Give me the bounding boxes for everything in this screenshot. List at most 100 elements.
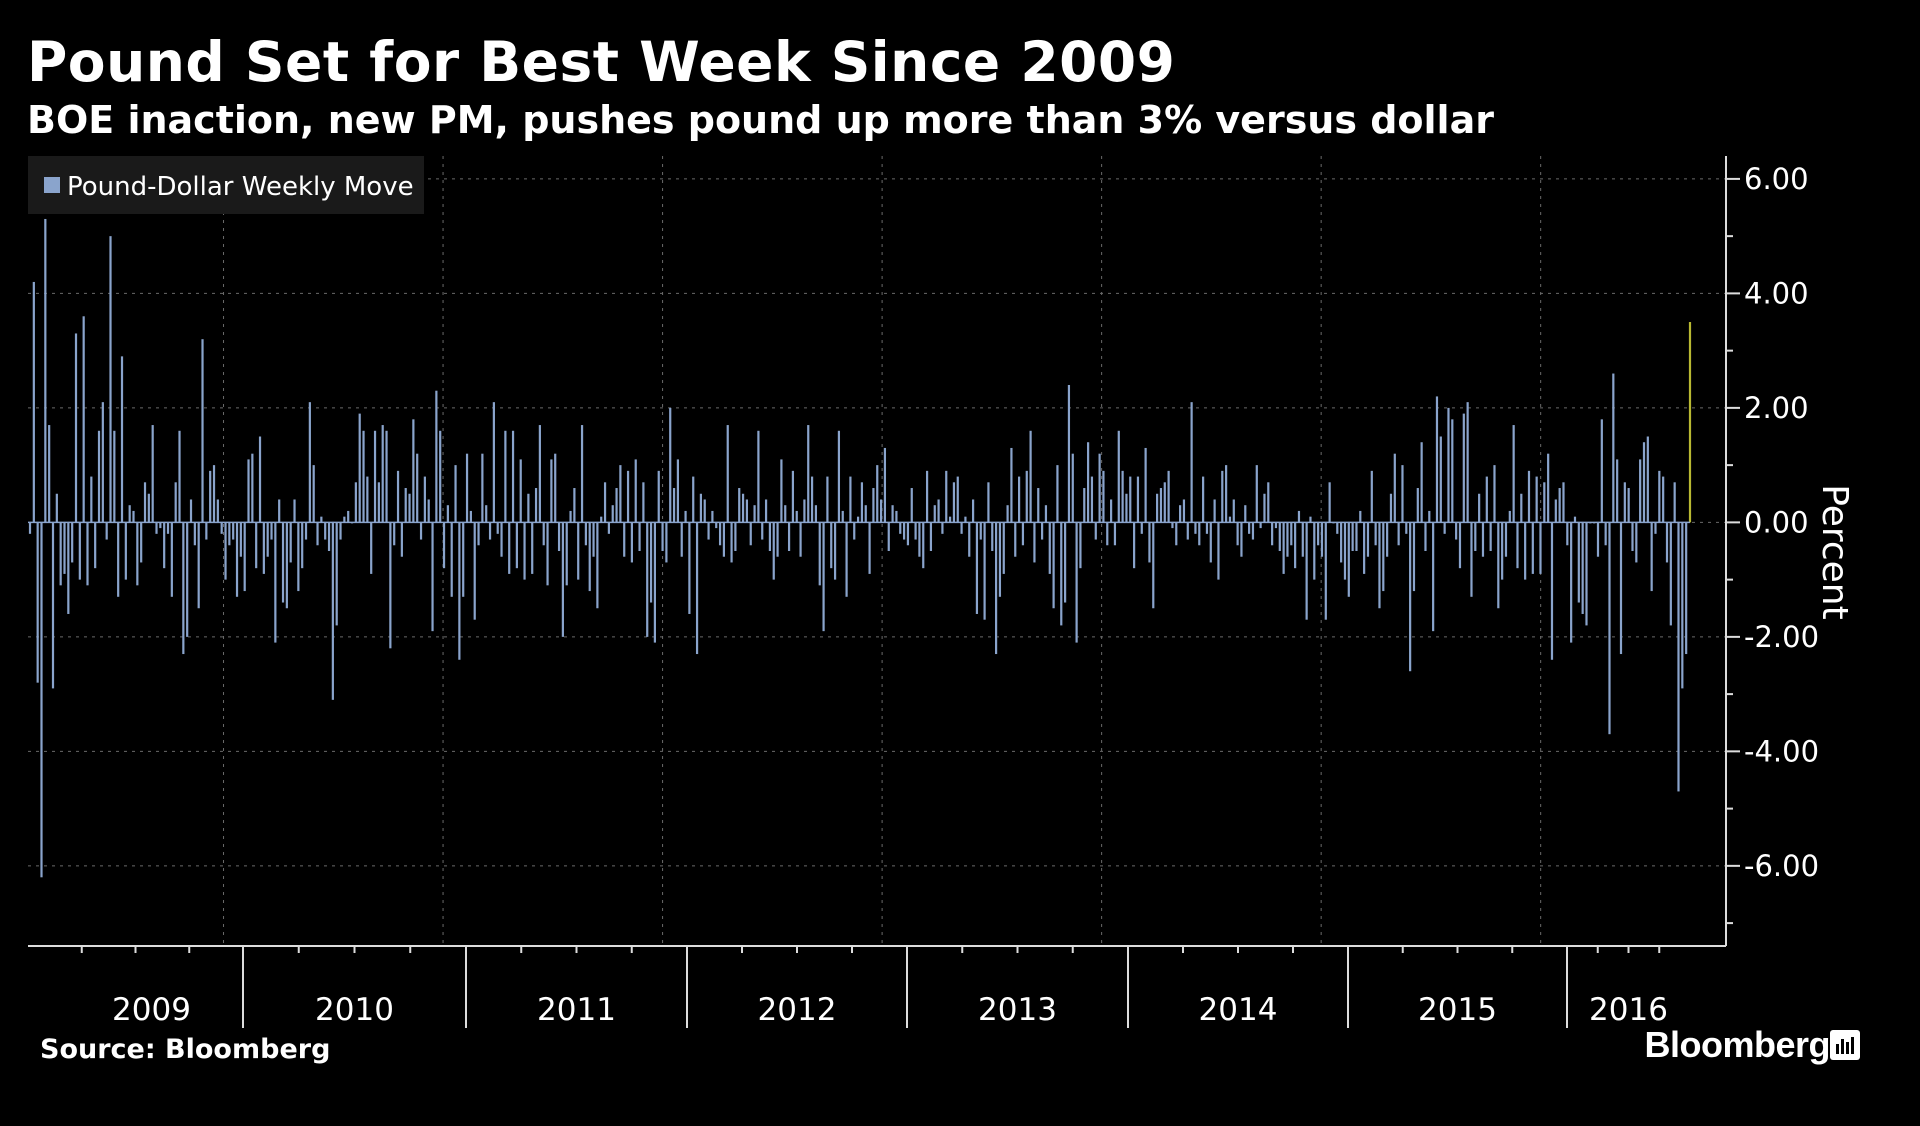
bar-126	[511, 430, 515, 523]
chart-title: Pound Set for Best Week Since 2009	[27, 30, 1176, 94]
bar-149	[600, 516, 603, 523]
bar-103	[423, 476, 426, 523]
bar-415	[1619, 522, 1623, 655]
bar-252	[994, 522, 998, 655]
bar-193	[768, 522, 772, 551]
bar-160	[642, 482, 645, 523]
bar-345	[1351, 522, 1354, 551]
bar-47	[209, 470, 212, 523]
bar-151	[607, 522, 610, 534]
bar-7	[55, 493, 58, 523]
bar-281	[1106, 522, 1109, 546]
bar-118	[481, 453, 484, 523]
bar-4	[44, 218, 47, 523]
bar-127	[515, 522, 518, 569]
bar-433	[1688, 322, 1692, 523]
bar-282	[1110, 499, 1113, 523]
bar-322	[1263, 493, 1266, 523]
bar-212	[841, 510, 844, 523]
bar-323	[1267, 482, 1270, 523]
bar-174	[695, 522, 699, 655]
bar-24	[120, 356, 124, 523]
bar-106	[435, 390, 438, 523]
bar-222	[879, 499, 883, 523]
bar-167	[669, 407, 672, 523]
bar-373	[1458, 522, 1462, 569]
bar-125	[508, 522, 511, 574]
bar-424	[1654, 522, 1657, 534]
bar-178	[711, 510, 714, 523]
bar-208	[826, 476, 829, 523]
bar-170	[680, 522, 683, 557]
bar-268	[1056, 465, 1059, 523]
bar-332	[1301, 522, 1304, 557]
bar-242	[956, 476, 959, 523]
bar-250	[987, 482, 990, 523]
bar-1	[32, 281, 35, 523]
bar-235	[929, 522, 933, 551]
bar-238	[941, 522, 944, 534]
bar-71	[301, 522, 304, 569]
bar-315	[1236, 522, 1239, 546]
bar-311	[1221, 470, 1224, 523]
bar-88	[366, 476, 369, 523]
bar-182	[726, 425, 729, 523]
bar-65	[278, 499, 281, 523]
bar-244	[964, 516, 967, 523]
bar-132	[534, 488, 538, 523]
bar-360	[1409, 522, 1412, 672]
bar-72	[304, 522, 308, 540]
bar-264	[1041, 522, 1044, 540]
bar-54	[235, 522, 239, 597]
x-tick-label-2013: 2013	[978, 992, 1057, 1028]
bar-228	[902, 522, 906, 540]
bar-37	[170, 522, 173, 597]
bar-245	[968, 522, 971, 557]
bar-142	[573, 488, 576, 523]
bar-203	[807, 425, 810, 523]
bar-431	[1681, 522, 1684, 689]
bar-390	[1524, 522, 1527, 580]
bar-232	[918, 522, 921, 557]
bar-93	[385, 430, 388, 523]
x-tick-label-2011: 2011	[537, 992, 616, 1028]
bar-419	[1635, 522, 1638, 563]
bar-374	[1462, 413, 1465, 523]
bar-344	[1347, 522, 1350, 597]
bar-85	[354, 482, 357, 523]
bar-371	[1451, 419, 1454, 523]
bar-292	[1148, 522, 1151, 563]
bar-22	[113, 430, 116, 523]
bar-380	[1485, 476, 1488, 523]
bar-205	[814, 505, 818, 523]
y-axis-title: Percent	[1814, 484, 1855, 619]
bar-376	[1470, 522, 1473, 597]
bar-5	[48, 425, 51, 523]
bar-261	[1029, 430, 1032, 523]
bar-8	[59, 522, 62, 586]
bar-16	[90, 476, 93, 523]
bar-12	[74, 333, 78, 523]
bar-306	[1202, 476, 1205, 523]
bar-375	[1466, 402, 1469, 523]
x-tick-label-2016: 2016	[1589, 992, 1668, 1028]
bar-418	[1631, 522, 1634, 551]
bar-273	[1075, 522, 1078, 643]
bar-81	[339, 522, 342, 540]
bar-51	[224, 522, 227, 580]
bar-94	[389, 522, 392, 649]
bar-310	[1217, 522, 1220, 580]
bar-336	[1317, 522, 1320, 546]
bar-38	[174, 482, 177, 523]
bar-26	[128, 505, 131, 523]
bar-216	[856, 516, 860, 523]
bar-312	[1225, 465, 1228, 523]
bar-27	[132, 510, 135, 523]
bar-288	[1133, 522, 1136, 569]
bar-131	[531, 522, 534, 574]
bar-166	[665, 522, 668, 563]
bar-321	[1259, 522, 1262, 529]
bar-201	[799, 522, 802, 557]
bar-409	[1596, 522, 1600, 557]
